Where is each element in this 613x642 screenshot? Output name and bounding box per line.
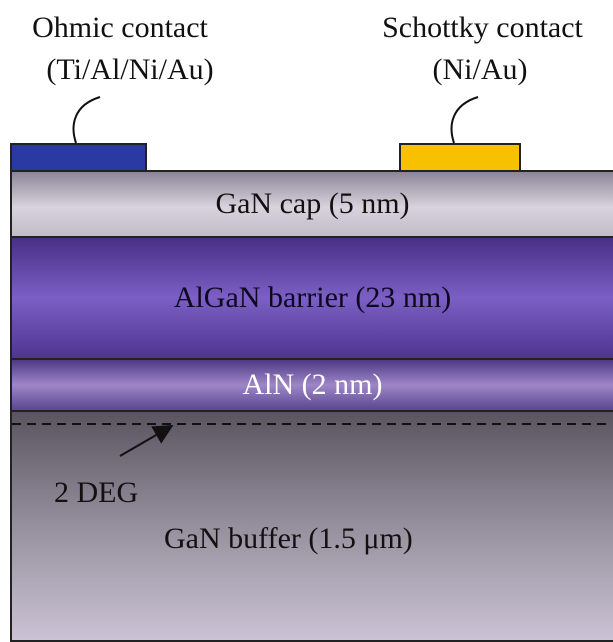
aln-label: AlN (2 nm) (242, 368, 383, 401)
gan-buffer-label: GaN buffer (1.5 μm) (164, 522, 413, 555)
algan-barrier-label: AlGaN barrier (23 nm) (173, 281, 452, 314)
gan-buffer-layer: 2 DEG GaN buffer (1.5 μm) (10, 410, 613, 642)
schottky-contact-material: (Ni/Au) (432, 53, 528, 86)
ohmic-leader-line (72, 96, 101, 144)
schottky-leader-line (450, 96, 479, 144)
algan-barrier-layer: AlGaN barrier (23 nm) (10, 236, 613, 360)
ohmic-contact-material: (Ti/Al/Ni/Au) (46, 53, 214, 86)
gan-cap-label: GaN cap (5 nm) (215, 187, 410, 220)
aln-layer: AlN (2 nm) (10, 358, 613, 412)
2deg-label: 2 DEG (54, 476, 139, 509)
ohmic-contact-title: Ohmic contact (32, 11, 208, 44)
ohmic-contact-pad (10, 143, 147, 172)
layer-stack: GaN cap (5 nm) AlGaN barrier (23 nm) AlN… (10, 170, 613, 642)
schottky-contact-pad (399, 143, 521, 172)
gan-cap-layer: GaN cap (5 nm) (10, 170, 613, 238)
schottky-contact-title: Schottky contact (382, 11, 583, 44)
